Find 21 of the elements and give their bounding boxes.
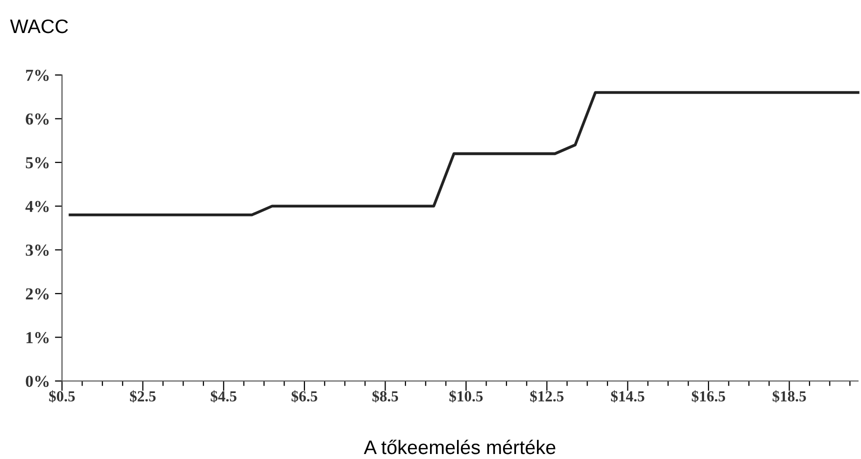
y-tick-label: 4% <box>25 200 49 212</box>
line-series <box>68 91 860 216</box>
x-axis-title: A tőkeemelés mértéke <box>364 440 556 454</box>
y-tick-label: 7% <box>26 70 49 81</box>
x-tick-label: $16.5 <box>692 390 726 402</box>
y-tick-label: 1% <box>26 332 49 344</box>
x-tick-label: $0.5 <box>49 390 75 402</box>
y-tick-label: 5% <box>26 157 49 168</box>
y-tick-label: 3% <box>26 244 49 256</box>
x-tick-label: $14.5 <box>611 390 644 402</box>
x-tick-label: $6.5 <box>292 390 318 402</box>
y-tick-label: 0% <box>26 376 49 387</box>
x-tick-label: $8.5 <box>372 390 398 402</box>
x-tick-label: $12.5 <box>530 390 564 402</box>
y-axis-title: WACC <box>10 19 68 34</box>
x-tick-label: $10.5 <box>449 390 483 402</box>
x-tick-label: $4.5 <box>210 390 236 402</box>
y-tick-label: 2% <box>26 288 49 300</box>
y-tick-label: 6% <box>26 113 49 125</box>
x-tick-label: $2.5 <box>130 390 156 402</box>
x-tick-label: $18.5 <box>772 390 806 402</box>
